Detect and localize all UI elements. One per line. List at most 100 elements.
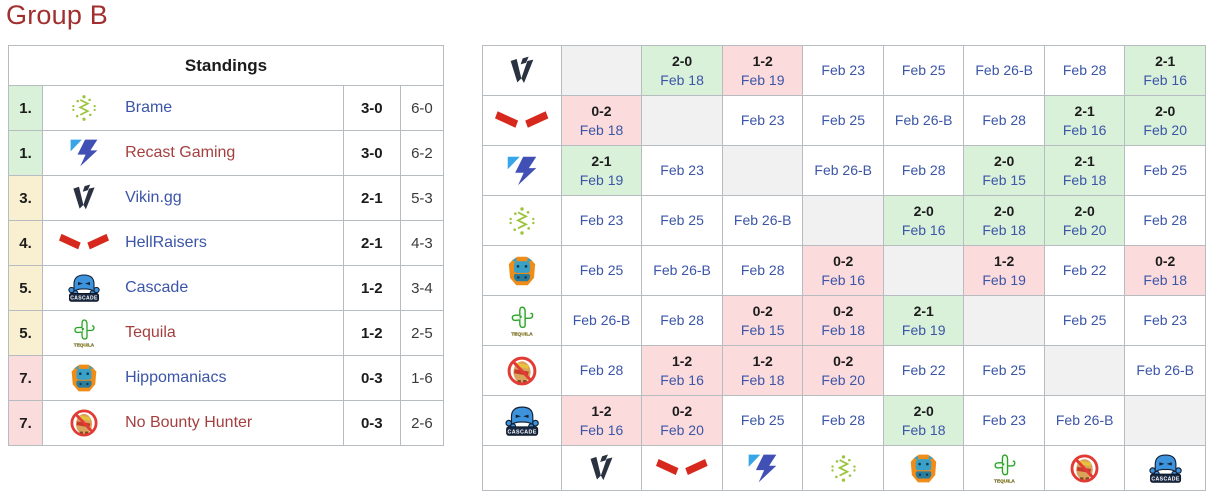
match-score: 1-2	[671, 353, 693, 370]
match-date-link[interactable]: Feb 20	[1062, 221, 1107, 238]
match-date-link[interactable]: Feb 20	[821, 371, 865, 388]
team-link[interactable]: No Bounty Hunter	[125, 414, 253, 431]
recast-gaming-icon[interactable]	[483, 155, 561, 187]
result-cell: 1-2 Feb 16	[560, 395, 643, 446]
vikin-gg-icon[interactable]	[483, 55, 561, 87]
result-cell: 2-0 Feb 20	[1043, 195, 1126, 246]
match-date-link[interactable]: Feb 25	[660, 212, 704, 229]
recast-gaming-icon[interactable]	[723, 453, 803, 484]
hellraisers-icon[interactable]	[483, 105, 561, 137]
match-date-link[interactable]: Feb 19	[982, 271, 1026, 288]
match-date-link[interactable]: Feb 28	[1062, 62, 1107, 79]
svg-text:CASCADE: CASCADE	[507, 429, 536, 435]
match-date-link[interactable]: Feb 18	[579, 121, 624, 138]
match-date-link[interactable]: Feb 16	[660, 371, 704, 388]
match-score: 2-1	[591, 153, 612, 170]
match-date-link[interactable]: Feb 18	[821, 321, 865, 338]
match-date-link[interactable]: Feb 18	[982, 221, 1026, 238]
match-date-link[interactable]: Feb 23	[660, 162, 704, 179]
match-date-link[interactable]: Feb 26-B	[814, 162, 872, 179]
match-date-link[interactable]: Feb 25	[821, 112, 865, 129]
match-date-link[interactable]: Feb 19	[740, 71, 785, 88]
no-bounty-hunter-icon[interactable]	[43, 408, 125, 438]
match-date-link[interactable]: Feb 26-B	[894, 112, 953, 129]
match-date-link[interactable]: Feb 26-B	[733, 212, 792, 229]
result-cell: 1-2 Feb 18	[721, 345, 804, 396]
match-date-link[interactable]: Feb 23	[821, 62, 865, 79]
hippomaniacs-icon[interactable]	[884, 453, 964, 484]
team-link[interactable]: Recast Gaming	[125, 144, 236, 161]
standings-row: 5. TEQUILA Tequila 1-2 2-5	[7, 310, 445, 356]
team-link[interactable]: Brame	[125, 99, 173, 116]
vikin-gg-icon[interactable]	[562, 453, 642, 484]
team-link[interactable]: HellRaisers	[125, 234, 207, 251]
match-date-link[interactable]: Feb 25	[1143, 162, 1187, 179]
tequila-icon[interactable]: TEQUILA	[483, 305, 561, 337]
match-date-link[interactable]: Feb 25	[982, 362, 1026, 379]
match-date-link[interactable]: Feb 18	[1143, 271, 1187, 288]
match-date-link[interactable]: Feb 19	[579, 171, 624, 188]
match-date-link[interactable]: Feb 28	[579, 362, 624, 379]
brame-icon[interactable]	[483, 205, 561, 237]
cascade-icon[interactable]: CASCADE	[483, 405, 561, 437]
tequila-icon[interactable]: TEQUILA	[964, 453, 1043, 484]
hellraisers-icon[interactable]	[642, 453, 722, 484]
match-date-link[interactable]: Feb 16	[1062, 121, 1107, 138]
match-date-link[interactable]: Feb 18	[740, 371, 785, 388]
match-date-link[interactable]: Feb 15	[740, 321, 785, 338]
match-date-link[interactable]: Feb 28	[740, 262, 785, 279]
match-date-link[interactable]: Feb 23	[1143, 312, 1187, 329]
hippomaniacs-icon[interactable]	[483, 255, 561, 287]
match-date-link[interactable]: Feb 23	[740, 112, 785, 129]
match-date-link[interactable]: Feb 26-B	[653, 262, 711, 279]
recast-gaming-icon[interactable]	[43, 138, 125, 168]
match-date-link[interactable]: Feb 16	[901, 221, 946, 238]
tequila-icon[interactable]: TEQUILA	[43, 318, 125, 348]
team-link[interactable]: Cascade	[125, 279, 189, 296]
match-date-link[interactable]: Feb 18	[1062, 171, 1107, 188]
hellraisers-icon[interactable]	[43, 228, 125, 258]
match-date-link[interactable]: Feb 19	[901, 321, 946, 338]
match-date-link[interactable]: Feb 16	[821, 271, 865, 288]
match-date-link[interactable]: Feb 26-B	[1136, 362, 1194, 379]
match-date-link[interactable]: Feb 22	[1062, 262, 1107, 279]
hippomaniacs-icon[interactable]	[43, 363, 125, 393]
vikin-gg-icon[interactable]	[43, 183, 125, 213]
schedule-cell: Feb 28	[721, 245, 804, 296]
cascade-icon[interactable]: CASCADE	[1125, 453, 1205, 484]
no-bounty-hunter-icon[interactable]	[483, 355, 561, 387]
match-date-link[interactable]: Feb 26-B	[975, 62, 1033, 79]
group-title: Group B	[6, 0, 108, 30]
match-date-link[interactable]: Feb 28	[660, 312, 704, 329]
match-date-link[interactable]: Feb 28	[1143, 212, 1187, 229]
match-date-link[interactable]: Feb 23	[982, 412, 1026, 429]
match-date-link[interactable]: Feb 28	[982, 112, 1026, 129]
result-cell: 0-2 Feb 15	[721, 295, 804, 346]
match-date-link[interactable]: Feb 26-B	[572, 312, 631, 329]
brame-icon[interactable]	[43, 93, 125, 123]
match-date-link[interactable]: Feb 25	[579, 262, 624, 279]
match-date-link[interactable]: Feb 25	[1062, 312, 1107, 329]
match-date-link[interactable]: Feb 16	[579, 421, 624, 438]
team-link[interactable]: Vikin.gg	[125, 189, 182, 206]
match-date-link[interactable]: Feb 28	[901, 162, 946, 179]
match-date-link[interactable]: Feb 25	[740, 412, 785, 429]
match-date-link[interactable]: Feb 15	[982, 171, 1026, 188]
team-link[interactable]: Hippomaniacs	[125, 369, 227, 386]
result-cell: 1-2 Feb 16	[641, 345, 723, 396]
match-date-link[interactable]: Feb 20	[660, 421, 704, 438]
match-date-link[interactable]: Feb 25	[901, 62, 946, 79]
match-date-link[interactable]: Feb 28	[821, 412, 865, 429]
no-bounty-hunter-icon[interactable]	[1045, 453, 1125, 484]
team-entry: HellRaisers	[43, 221, 343, 265]
brame-icon[interactable]	[803, 453, 883, 484]
cascade-icon[interactable]: CASCADE	[43, 273, 125, 303]
match-date-link[interactable]: Feb 18	[660, 71, 704, 88]
match-date-link[interactable]: Feb 22	[901, 362, 946, 379]
match-date-link[interactable]: Feb 23	[579, 212, 624, 229]
match-date-link[interactable]: Feb 16	[1143, 71, 1187, 88]
match-date-link[interactable]: Feb 26-B	[1055, 412, 1114, 429]
match-date-link[interactable]: Feb 18	[901, 421, 946, 438]
match-date-link[interactable]: Feb 20	[1143, 121, 1187, 138]
team-link[interactable]: Tequila	[125, 324, 176, 341]
